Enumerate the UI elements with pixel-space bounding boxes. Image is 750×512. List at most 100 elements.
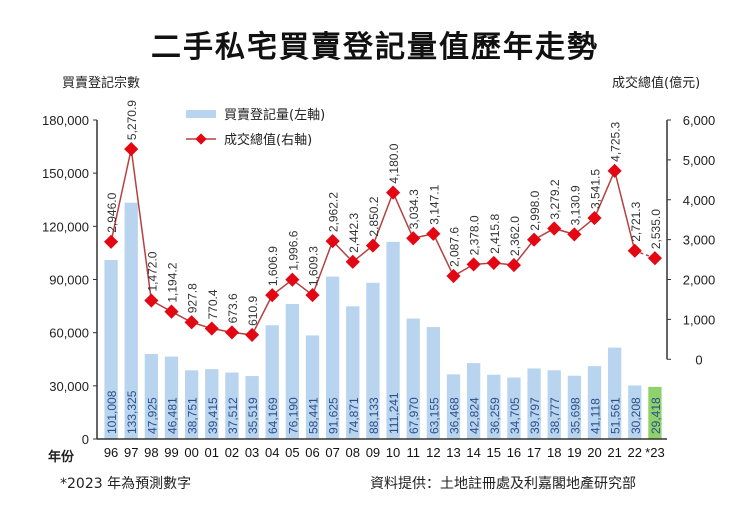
value-label: 1,609.3 bbox=[307, 246, 321, 286]
x-tick-label: 18 bbox=[547, 445, 561, 460]
chart-title: 二手私宅買賣登記量值歷年走勢 bbox=[151, 30, 599, 65]
right-tick-label: 3,000 bbox=[683, 233, 716, 248]
value-label: 2,962.2 bbox=[327, 192, 341, 232]
value-label: 1,194.2 bbox=[166, 262, 180, 302]
bar-label: 133,325 bbox=[125, 390, 139, 434]
bar bbox=[386, 241, 400, 439]
value-label: 3,541.5 bbox=[589, 169, 603, 209]
source-note: 資料提供：土地註冊處及利嘉閣地產研究部 bbox=[370, 476, 636, 492]
value-marker bbox=[446, 268, 461, 284]
value-marker bbox=[506, 257, 521, 273]
x-tick-label: 07 bbox=[325, 445, 339, 460]
value-marker bbox=[466, 257, 481, 272]
right-tick-label: 1,000 bbox=[683, 312, 716, 327]
value-label: 927.8 bbox=[186, 283, 200, 313]
value-marker bbox=[184, 315, 199, 330]
value-label: 4,725.3 bbox=[609, 121, 623, 161]
value-marker bbox=[224, 325, 239, 340]
left-tick-label: 180,000 bbox=[42, 113, 89, 128]
legend-line-marker bbox=[195, 133, 207, 145]
value-label: 2,946.0 bbox=[105, 192, 119, 232]
bar bbox=[164, 356, 179, 439]
bar-label: 91,625 bbox=[327, 397, 341, 434]
x-tick-label: 99 bbox=[164, 445, 178, 460]
x-tick-label: *23 bbox=[645, 445, 665, 460]
bar-label: 36,259 bbox=[488, 397, 502, 434]
bar-label: 36,468 bbox=[448, 397, 462, 434]
bar bbox=[507, 377, 521, 439]
bar-label: 41,118 bbox=[589, 398, 603, 434]
right-tick-label: 0 bbox=[695, 352, 702, 367]
value-marker bbox=[124, 142, 139, 157]
value-label: 3,147.1 bbox=[427, 184, 441, 224]
left-tick-label: 0 bbox=[82, 432, 89, 447]
x-tick-label: 21 bbox=[607, 445, 621, 460]
bar bbox=[648, 386, 662, 439]
value-marker bbox=[265, 288, 280, 303]
forecast-note: *2023 年為預測數字 bbox=[60, 476, 192, 492]
x-tick-label: 10 bbox=[386, 445, 400, 460]
value-marker bbox=[386, 185, 401, 200]
x-tick-label: 13 bbox=[446, 445, 460, 460]
value-marker bbox=[406, 231, 421, 246]
bar-label: 76,190 bbox=[286, 397, 300, 434]
bar-label: 35,519 bbox=[246, 397, 260, 434]
bar bbox=[587, 366, 602, 439]
bar-label: 39,415 bbox=[206, 397, 220, 434]
bar bbox=[446, 374, 461, 439]
value-label: 2,998.0 bbox=[528, 190, 542, 230]
x-tick-label: 12 bbox=[426, 445, 440, 460]
value-marker bbox=[144, 293, 159, 308]
bar bbox=[184, 370, 199, 439]
value-marker bbox=[647, 251, 662, 266]
value-label: 673.6 bbox=[226, 293, 240, 323]
value-label: 770.4 bbox=[206, 289, 220, 319]
bar bbox=[305, 335, 320, 439]
value-label: 1,996.6 bbox=[286, 230, 300, 270]
bar-label: 35,698 bbox=[568, 397, 582, 434]
bar bbox=[346, 306, 360, 439]
bar bbox=[487, 374, 501, 439]
value-marker bbox=[104, 234, 119, 249]
x-tick-label: 02 bbox=[225, 445, 239, 460]
value-marker bbox=[527, 232, 542, 247]
x-tick-label: 22 bbox=[628, 445, 642, 460]
bar-label: 29,418 bbox=[649, 397, 663, 434]
value-label: 2,362.0 bbox=[508, 216, 522, 256]
x-tick-label: 11 bbox=[406, 445, 420, 460]
x-tick-label: 03 bbox=[245, 445, 259, 460]
bar bbox=[144, 354, 159, 439]
value-marker bbox=[204, 321, 219, 336]
bar bbox=[225, 372, 239, 439]
left-tick-label: 60,000 bbox=[49, 326, 89, 341]
right-tick-label: 4,000 bbox=[683, 193, 716, 208]
bar-label: 30,208 bbox=[629, 397, 643, 434]
bar bbox=[567, 375, 582, 439]
bar bbox=[628, 385, 642, 439]
x-tick-label: 14 bbox=[466, 445, 480, 460]
left-tick-label: 90,000 bbox=[49, 273, 89, 288]
bar bbox=[124, 202, 138, 439]
bar bbox=[527, 368, 541, 439]
bar-label: 51,561 bbox=[609, 397, 623, 434]
value-marker bbox=[164, 304, 179, 319]
left-tick-label: 150,000 bbox=[42, 166, 89, 181]
value-marker bbox=[325, 234, 340, 249]
left-tick-label: 30,000 bbox=[49, 379, 89, 394]
bar bbox=[406, 318, 420, 439]
value-label: 4,180.0 bbox=[387, 143, 401, 183]
value-label: 1,606.9 bbox=[266, 246, 280, 286]
legend-bar-label: 買賣登記量(左軸) bbox=[224, 107, 325, 123]
value-label: 5,270.9 bbox=[125, 100, 139, 140]
value-label: 2,378.0 bbox=[468, 215, 482, 255]
bar-label: 74,871 bbox=[347, 397, 361, 434]
value-marker bbox=[285, 272, 300, 287]
right-tick-label: 2,000 bbox=[683, 273, 716, 288]
value-label: 2,087.6 bbox=[448, 227, 462, 267]
x-tick-label: 01 bbox=[205, 445, 219, 460]
bar-label: 64,169 bbox=[266, 397, 280, 434]
value-label: 2,442.3 bbox=[347, 213, 361, 253]
bar bbox=[325, 276, 340, 439]
x-tick-label: 06 bbox=[305, 445, 319, 460]
x-tick-label: 98 bbox=[144, 445, 158, 460]
